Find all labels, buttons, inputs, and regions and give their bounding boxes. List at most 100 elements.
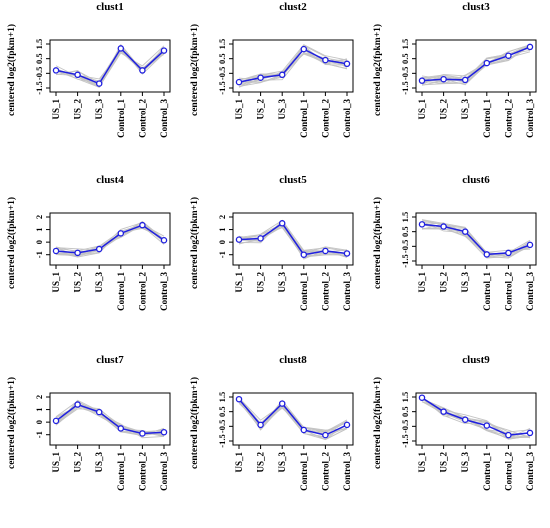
x-tick-label: US_2 <box>73 452 83 473</box>
centroid-point <box>526 429 534 437</box>
x-tick-label: Control_3 <box>342 272 352 311</box>
y-tick-label: -1 <box>34 251 44 258</box>
centroid-point <box>300 426 308 434</box>
centroid-point <box>117 425 125 432</box>
x-tick-label: US_1 <box>234 272 244 293</box>
centroid-point <box>278 71 286 79</box>
centroid-point <box>483 422 491 429</box>
centroid-point <box>300 45 308 53</box>
x-tick-label: Control_1 <box>116 452 126 491</box>
x-tick-label: US_2 <box>439 452 449 473</box>
centroid-point <box>74 249 81 257</box>
x-tick-label: Control_2 <box>320 99 330 138</box>
y-axis-label: centered log2(fpkm+1) <box>6 197 17 289</box>
x-tick-label: Control_2 <box>320 272 330 311</box>
panel-title: clust3 <box>462 1 490 13</box>
x-tick-label: US_2 <box>73 99 83 120</box>
plot-frame <box>232 212 354 266</box>
panel-title: clust4 <box>96 174 124 186</box>
y-tick-label: 0.5 <box>217 406 227 417</box>
centroid-point <box>483 251 491 258</box>
x-tick-label: US_1 <box>51 272 61 293</box>
centroid-point <box>505 52 512 59</box>
x-tick-label: US_1 <box>417 452 427 473</box>
x-tick-label: Control_2 <box>503 272 513 311</box>
centroid-point <box>235 78 243 86</box>
centroid-point <box>160 47 168 54</box>
x-tick-label: US_3 <box>94 452 104 473</box>
x-tick-label: Control_2 <box>503 99 513 138</box>
panel-clust4: clust4 centered log2(fpkm+1) -1 0 1 2 US_1 US_2… <box>6 174 171 311</box>
centroid-point <box>160 428 168 436</box>
centroid-point <box>95 245 103 253</box>
centroid-point <box>278 220 286 227</box>
x-tick-label: US_1 <box>51 452 61 473</box>
y-tick-label: 0.5 <box>400 406 410 417</box>
y-tick-label: 1.5 <box>217 39 227 50</box>
centroid-line <box>55 47 165 85</box>
y-tick-label: -1.5 <box>34 81 44 94</box>
y-tick-label: 2 <box>217 215 227 219</box>
x-tick-label: Control_2 <box>320 452 330 491</box>
x-tick-label: Control_1 <box>299 452 309 491</box>
y-tick-label: 1.5 <box>400 392 410 403</box>
x-tick-label: US_2 <box>256 99 266 120</box>
centroid-point <box>418 221 426 228</box>
panel-clust6: clust6 centered log2(fpkm+1) -1.5-0.5 0.5 1.… <box>372 174 537 311</box>
x-tick-label: Control_1 <box>482 99 492 138</box>
centroid-point <box>235 395 243 403</box>
x-tick-label: Control_3 <box>342 99 352 138</box>
centroid-point <box>257 74 264 81</box>
centroid-line <box>238 222 348 256</box>
y-tick-label: -1.5 <box>400 254 410 267</box>
x-tick-label: Control_1 <box>299 272 309 311</box>
y-tick-label: -0.5 <box>34 67 44 80</box>
centroid-point <box>300 251 308 258</box>
x-tick-label: Control_3 <box>159 99 169 138</box>
y-tick-label: 1.5 <box>400 212 410 223</box>
y-axis-label: centered log2(fpkm+1) <box>372 377 383 469</box>
panel-title: clust7 <box>96 354 124 366</box>
centroid-point <box>160 237 168 244</box>
member-line <box>238 227 348 258</box>
panel-clust8: clust8 centered log2(fpkm+1) -1.5-0.5 0.5 1.… <box>189 354 354 491</box>
centroid-point <box>257 421 264 429</box>
x-tick-label: Control_3 <box>525 99 535 138</box>
x-tick-label: Control_1 <box>116 99 126 138</box>
y-tick-label: -0.5 <box>217 67 227 80</box>
member-line <box>421 221 531 259</box>
centroid-point <box>322 247 329 255</box>
x-tick-label: Control_1 <box>116 272 126 311</box>
x-tick-label: Control_1 <box>482 272 492 311</box>
x-tick-label: Control_3 <box>525 272 535 311</box>
panel-title: clust8 <box>279 354 307 366</box>
panel-clust3: clust3 centered log2(fpkm+1) -1.5-0.5 0.5 1.… <box>372 1 537 138</box>
y-tick-label: 0 <box>34 240 44 244</box>
x-tick-label: US_3 <box>277 272 287 293</box>
x-tick-label: US_3 <box>277 452 287 473</box>
y-tick-label: -1.5 <box>217 434 227 447</box>
x-tick-label: US_1 <box>234 99 244 120</box>
centroid-line <box>421 397 531 436</box>
y-tick-label: 1.5 <box>34 39 44 50</box>
centroid-point <box>95 80 103 87</box>
x-tick-label: Control_2 <box>137 99 147 138</box>
x-tick-label: Control_3 <box>525 452 535 491</box>
member-line <box>421 397 531 440</box>
x-tick-label: US_2 <box>256 272 266 293</box>
x-tick-label: Control_3 <box>159 272 169 311</box>
centroid-point <box>505 249 512 257</box>
centroid-line <box>55 403 165 435</box>
y-axis-label: centered log2(fpkm+1) <box>189 197 200 289</box>
y-axis-label: centered log2(fpkm+1) <box>189 24 200 116</box>
centroid-point <box>117 45 125 52</box>
plot-frame <box>232 392 354 446</box>
centroid-point <box>440 75 447 83</box>
centroid-point <box>343 421 351 429</box>
centroid-point <box>74 401 81 408</box>
panel-title: clust9 <box>462 354 490 366</box>
centroid-point <box>139 67 146 74</box>
panel-clust7: clust7 centered log2(fpkm+1) -1 0 1 2 US_1 US_2… <box>6 354 171 491</box>
centroid-point <box>278 400 286 407</box>
